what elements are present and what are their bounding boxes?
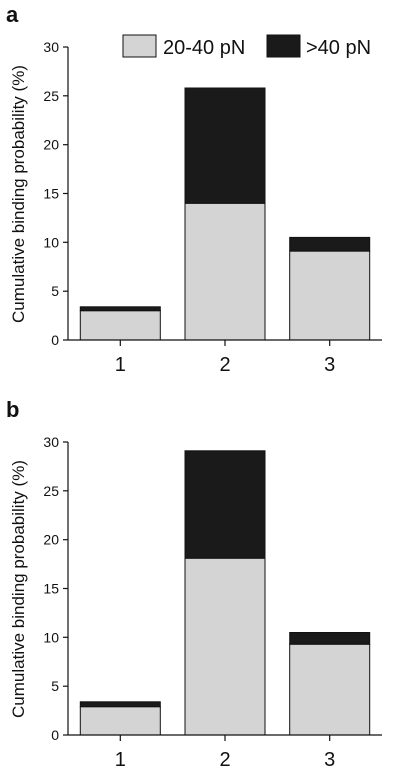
legend-label-high: >40 pN bbox=[306, 37, 371, 59]
x-tick-label-b-3: 3 bbox=[324, 749, 335, 771]
y-tick-label-a-5: 5 bbox=[51, 283, 59, 299]
y-axis-label-b: Cumulative binding probability (%) bbox=[9, 460, 28, 718]
y-tick-label-a-20: 20 bbox=[43, 137, 59, 153]
x-tick-label-a-3: 3 bbox=[324, 354, 335, 376]
y-tick-label-a-30: 30 bbox=[43, 39, 59, 55]
bar-b-1-series-0 bbox=[79, 706, 161, 736]
bar-b-2-series-1 bbox=[184, 450, 266, 559]
bar-a-2-series-0 bbox=[184, 202, 266, 341]
y-tick-label-b-15: 15 bbox=[43, 581, 59, 597]
legend-label-low: 20-40 pN bbox=[163, 37, 245, 59]
bar-a-3-series-1 bbox=[289, 236, 371, 252]
legend-swatch-high bbox=[266, 34, 301, 58]
legend: 20-40 pN >40 pN bbox=[122, 34, 371, 59]
bar-a-1-series-1 bbox=[79, 306, 161, 312]
y-tick-label-b-0: 0 bbox=[51, 727, 59, 743]
y-tick-label-b-10: 10 bbox=[43, 629, 59, 645]
y-tick-label-b-5: 5 bbox=[51, 678, 59, 694]
x-tick-label-a-1: 1 bbox=[115, 354, 126, 376]
panel-a: a Cumulative binding probability (%) 1 2 3… bbox=[6, 2, 382, 376]
bar-b-3-series-0 bbox=[289, 643, 371, 736]
panel-label-b: b bbox=[6, 397, 19, 422]
bar-a-1-series-0 bbox=[79, 310, 161, 341]
bar-b-1-series-1 bbox=[79, 701, 161, 708]
panel-label-a: a bbox=[6, 2, 19, 27]
y-tick-label-a-10: 10 bbox=[43, 234, 59, 250]
legend-swatch-low bbox=[122, 34, 157, 58]
bar-b-3-series-1 bbox=[289, 632, 371, 645]
y-tick-label-b-30: 30 bbox=[43, 434, 59, 450]
x-tick-label-b-1: 1 bbox=[115, 749, 126, 771]
y-tick-label-b-25: 25 bbox=[43, 483, 59, 499]
y-tick-label-b-20: 20 bbox=[43, 532, 59, 548]
bar-b-2-series-0 bbox=[184, 557, 266, 736]
y-tick-label-a-25: 25 bbox=[43, 88, 59, 104]
panel-b: b Cumulative binding probability (%) 1 2 3… bbox=[6, 397, 382, 771]
bar-a-3-series-0 bbox=[289, 250, 371, 341]
y-tick-label-a-15: 15 bbox=[43, 186, 59, 202]
y-tick-label-a-0: 0 bbox=[51, 332, 59, 348]
x-tick-label-a-2: 2 bbox=[219, 354, 230, 376]
x-tick-label-b-2: 2 bbox=[219, 749, 230, 771]
bar-a-2-series-1 bbox=[184, 87, 266, 204]
y-axis-label-a: Cumulative binding probability (%) bbox=[9, 65, 28, 323]
